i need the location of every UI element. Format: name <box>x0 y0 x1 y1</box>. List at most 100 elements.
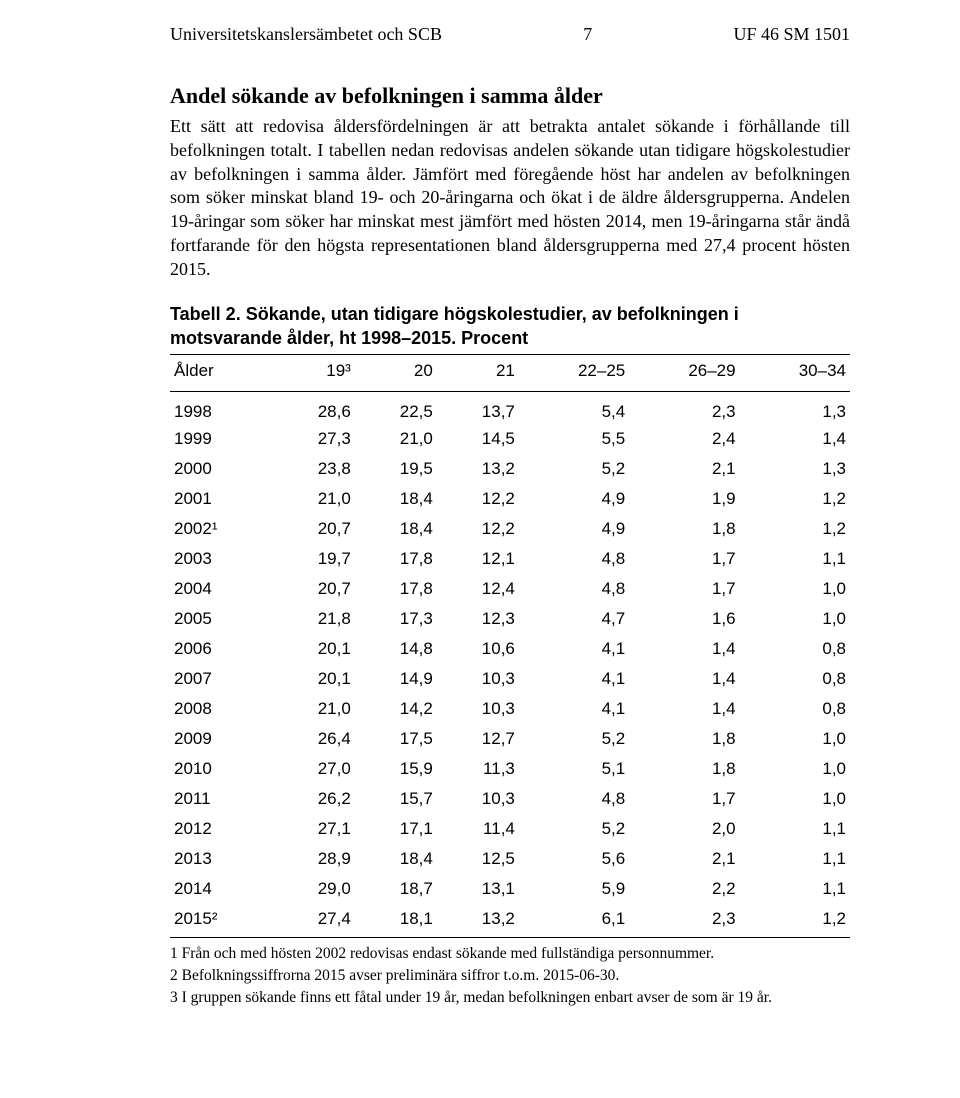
table-cell: 5,1 <box>519 754 629 784</box>
table-cell: 2012 <box>170 814 273 844</box>
table-cell: 4,1 <box>519 664 629 694</box>
table-cell: 4,8 <box>519 544 629 574</box>
table-cell: 1,0 <box>740 754 850 784</box>
table-cell: 20,7 <box>273 514 355 544</box>
table-cell: 2,3 <box>629 904 739 938</box>
table-cell: 21,0 <box>355 424 437 454</box>
table-cell: 1,4 <box>629 664 739 694</box>
table-cell: 21,0 <box>273 484 355 514</box>
table-cell: 2,1 <box>629 844 739 874</box>
table-col-header: 21 <box>437 355 519 392</box>
header-page-number: 7 <box>583 24 592 45</box>
table-body: 199828,622,513,75,42,31,3199927,321,014,… <box>170 392 850 938</box>
table-cell: 13,7 <box>437 392 519 425</box>
table-cell: 2007 <box>170 664 273 694</box>
table-cell: 2011 <box>170 784 273 814</box>
table-cell: 6,1 <box>519 904 629 938</box>
footnote-line: 3 I gruppen sökande finns ett fåtal unde… <box>170 988 850 1009</box>
table-cell: 11,3 <box>437 754 519 784</box>
table-cell: 5,9 <box>519 874 629 904</box>
table-row: 201328,918,412,55,62,11,1 <box>170 844 850 874</box>
table-cell: 1,7 <box>629 544 739 574</box>
table-cell: 12,1 <box>437 544 519 574</box>
table-caption: Tabell 2. Sökande, utan tidigare högskol… <box>170 303 850 350</box>
table-cell: 17,8 <box>355 574 437 604</box>
table-cell: 28,6 <box>273 392 355 425</box>
table-cell: 1,7 <box>629 574 739 604</box>
table-row: 200319,717,812,14,81,71,1 <box>170 544 850 574</box>
table-cell: 1,2 <box>740 484 850 514</box>
table-cell: 2,4 <box>629 424 739 454</box>
table-cell: 29,0 <box>273 874 355 904</box>
table-col-header: 30–34 <box>740 355 850 392</box>
table-cell: 2,1 <box>629 454 739 484</box>
table-cell: 2,3 <box>629 392 739 425</box>
table-cell: 17,8 <box>355 544 437 574</box>
table-cell: 27,1 <box>273 814 355 844</box>
table-row: 201126,215,710,34,81,71,0 <box>170 784 850 814</box>
table-cell: 1,1 <box>740 544 850 574</box>
table-cell: 18,4 <box>355 844 437 874</box>
table-cell: 4,1 <box>519 634 629 664</box>
footnotes: 1 Från och med hösten 2002 redovisas end… <box>170 944 850 1009</box>
table-cell: 2010 <box>170 754 273 784</box>
table-cell: 18,4 <box>355 514 437 544</box>
table-cell: 19,7 <box>273 544 355 574</box>
table-row: 200720,114,910,34,11,40,8 <box>170 664 850 694</box>
table-cell: 4,9 <box>519 484 629 514</box>
table-cell: 14,2 <box>355 694 437 724</box>
table-cell: 1,2 <box>740 904 850 938</box>
table-cell: 2001 <box>170 484 273 514</box>
table-cell: 1,4 <box>629 634 739 664</box>
table-row: 199927,321,014,55,52,41,4 <box>170 424 850 454</box>
table-row: 200121,018,412,24,91,91,2 <box>170 484 850 514</box>
table-cell: 12,4 <box>437 574 519 604</box>
table-cell: 1,2 <box>740 514 850 544</box>
table-row: 201027,015,911,35,11,81,0 <box>170 754 850 784</box>
table-cell: 5,2 <box>519 814 629 844</box>
table-cell: 2003 <box>170 544 273 574</box>
table-cell: 20,1 <box>273 634 355 664</box>
table-cell: 2,0 <box>629 814 739 844</box>
table-cell: 12,2 <box>437 514 519 544</box>
table-col-header: 19³ <box>273 355 355 392</box>
table-cell: 4,9 <box>519 514 629 544</box>
table-cell: 1999 <box>170 424 273 454</box>
header-left: Universitetskanslersämbetet och SCB <box>170 24 442 45</box>
table-row: 201429,018,713,15,92,21,1 <box>170 874 850 904</box>
table-row: 199828,622,513,75,42,31,3 <box>170 392 850 425</box>
table-cell: 10,3 <box>437 694 519 724</box>
table-cell: 17,5 <box>355 724 437 754</box>
table-cell: 2004 <box>170 574 273 604</box>
table-cell: 19,5 <box>355 454 437 484</box>
table-cell: 1,0 <box>740 604 850 634</box>
table-cell: 21,0 <box>273 694 355 724</box>
table-cell: 18,1 <box>355 904 437 938</box>
table-cell: 1,3 <box>740 454 850 484</box>
table-col-header: 26–29 <box>629 355 739 392</box>
table-cell: 1,8 <box>629 754 739 784</box>
table-cell: 2,2 <box>629 874 739 904</box>
table-cell: 10,3 <box>437 664 519 694</box>
table-cell: 21,8 <box>273 604 355 634</box>
table-cell: 27,0 <box>273 754 355 784</box>
table-cell: 1,0 <box>740 784 850 814</box>
table-cell: 23,8 <box>273 454 355 484</box>
table-cell: 2002¹ <box>170 514 273 544</box>
table-cell: 14,9 <box>355 664 437 694</box>
table-cell: 1,0 <box>740 574 850 604</box>
table-cell: 5,2 <box>519 454 629 484</box>
table-cell: 12,3 <box>437 604 519 634</box>
table-cell: 18,4 <box>355 484 437 514</box>
table-cell: 2013 <box>170 844 273 874</box>
table-cell: 17,3 <box>355 604 437 634</box>
table-cell: 1,7 <box>629 784 739 814</box>
table-cell: 4,8 <box>519 784 629 814</box>
table-cell: 1,4 <box>629 694 739 724</box>
running-header: Universitetskanslersämbetet och SCB 7 UF… <box>170 24 850 45</box>
section-paragraph: Ett sätt att redovisa åldersfördelningen… <box>170 115 850 281</box>
table-cell: 20,7 <box>273 574 355 604</box>
table-col-header: 20 <box>355 355 437 392</box>
table-cell: 1,6 <box>629 604 739 634</box>
table-cell: 1998 <box>170 392 273 425</box>
